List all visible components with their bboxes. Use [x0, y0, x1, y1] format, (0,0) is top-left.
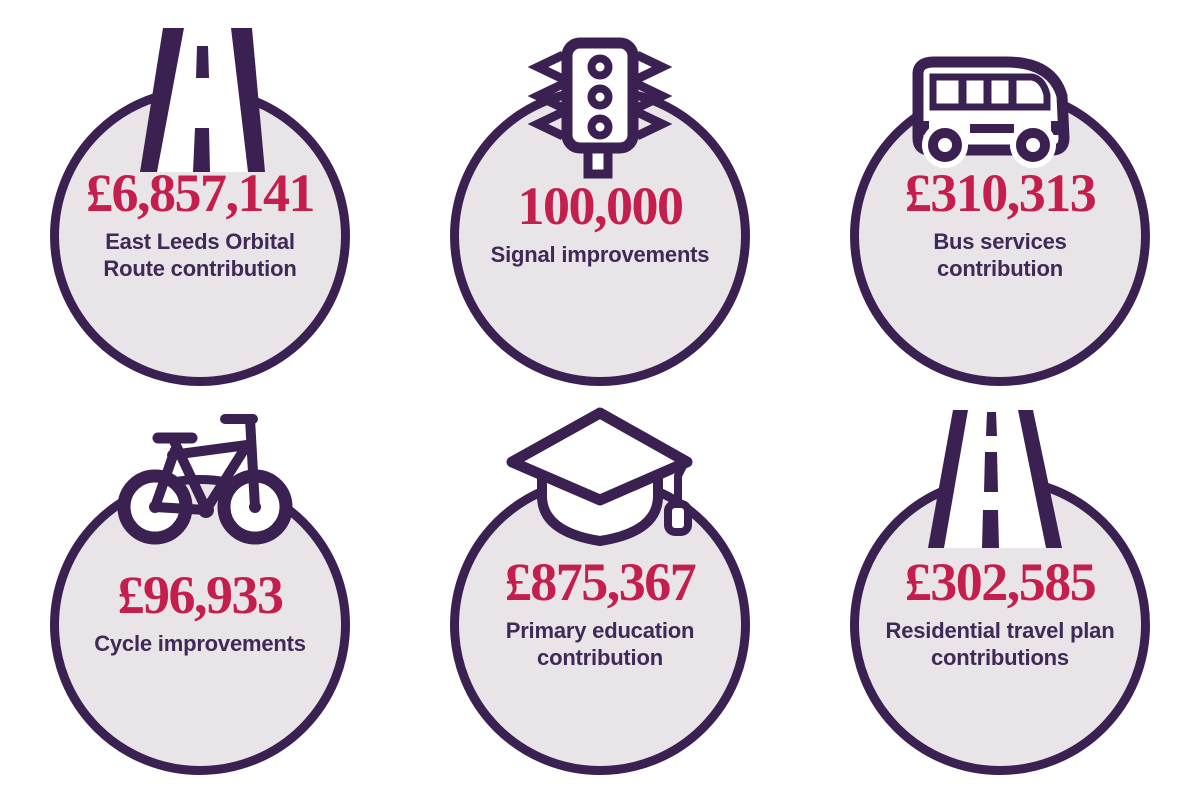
stat-amount: £302,585	[904, 551, 1097, 612]
stat-tile-signals: 100,000 Signal improvements	[400, 0, 800, 400]
stat-label: Bus services contribution	[933, 228, 1067, 281]
stat-circle: 100,000 Signal improvements	[450, 86, 750, 386]
stat-circle: £310,313 Bus services contribution	[850, 86, 1150, 386]
stat-label: East Leeds Orbital Route contribution	[103, 228, 297, 281]
stat-label: Cycle improvements	[94, 631, 306, 657]
stat-circle: £875,367 Primary education contribution	[450, 475, 750, 775]
stat-amount: £875,367	[504, 551, 697, 612]
stat-amount: £310,313	[904, 162, 1097, 223]
stat-label: Signal improvements	[490, 242, 710, 268]
stat-circle: £96,933 Cycle improvements	[50, 475, 350, 775]
stat-circle: £302,585 Residential travel plan contrib…	[850, 475, 1150, 775]
stat-tile-bus: £310,313 Bus services contribution	[800, 0, 1200, 400]
stat-tile-cycle: £96,933 Cycle improvements	[0, 400, 400, 800]
stat-tile-elor: £6,857,141 East Leeds Orbital Route cont…	[0, 0, 400, 400]
stat-amount: £96,933	[117, 565, 283, 626]
stat-tile-travel-plan: £302,585 Residential travel plan contrib…	[800, 400, 1200, 800]
stat-tile-education: £875,367 Primary education contribution	[400, 400, 800, 800]
stat-label: Residential travel plan contributions	[885, 617, 1115, 670]
stat-amount: £6,857,141	[86, 162, 316, 223]
stat-amount: 100,000	[517, 176, 683, 237]
stat-label: Primary education contribution	[505, 617, 695, 670]
stat-circle: £6,857,141 East Leeds Orbital Route cont…	[50, 86, 350, 386]
